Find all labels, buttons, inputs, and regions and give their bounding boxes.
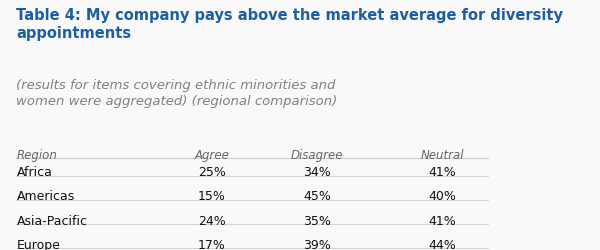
Text: Disagree: Disagree [291, 148, 343, 162]
Text: 35%: 35% [303, 214, 331, 227]
Text: 41%: 41% [428, 165, 457, 178]
Text: Africa: Africa [16, 165, 52, 178]
Text: 41%: 41% [428, 214, 457, 227]
Text: 39%: 39% [304, 238, 331, 250]
Text: 17%: 17% [198, 238, 226, 250]
Text: Neutral: Neutral [421, 148, 464, 162]
Text: 45%: 45% [303, 190, 331, 202]
Text: 44%: 44% [428, 238, 457, 250]
Text: 15%: 15% [198, 190, 226, 202]
Text: 25%: 25% [198, 165, 226, 178]
Text: Asia-Pacific: Asia-Pacific [16, 214, 88, 227]
Text: Table 4: My company pays above the market average for diversity
appointments: Table 4: My company pays above the marke… [16, 8, 563, 41]
Text: 40%: 40% [428, 190, 457, 202]
Text: Americas: Americas [16, 190, 74, 202]
Text: (results for items covering ethnic minorities and
women were aggregated) (region: (results for items covering ethnic minor… [16, 79, 338, 108]
Text: 24%: 24% [198, 214, 226, 227]
Text: 34%: 34% [304, 165, 331, 178]
Text: Europe: Europe [16, 238, 61, 250]
Text: Agree: Agree [194, 148, 229, 162]
Text: Region: Region [16, 148, 58, 162]
